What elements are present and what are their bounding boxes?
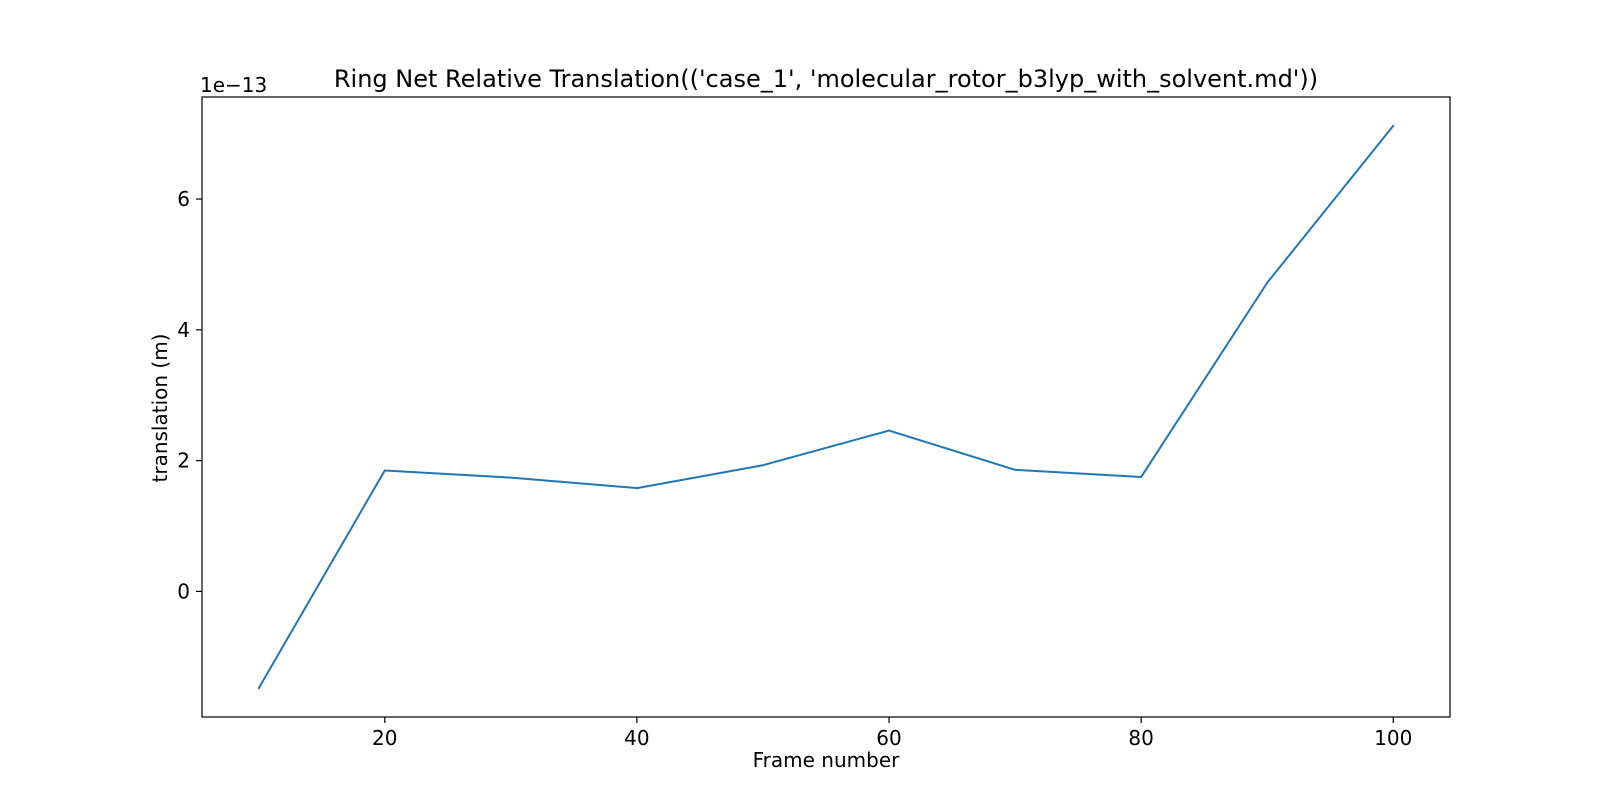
data-point: [1014, 468, 1017, 471]
x-tick-label: 20: [372, 726, 397, 750]
y-offset-text: 1e−13: [200, 73, 267, 97]
chart-title: Ring Net Relative Translation(('case_1',…: [334, 65, 1318, 93]
y-axis-ticks: 0 2 4 6: [177, 187, 202, 603]
x-tick-label: 100: [1374, 726, 1412, 750]
x-tick-label: 80: [1128, 726, 1153, 750]
data-point: [383, 469, 386, 472]
data-point: [635, 487, 638, 490]
x-tick-label: 40: [624, 726, 649, 750]
plot-frame: [201, 96, 1451, 718]
x-axis-ticks: 20 40 60 80 100: [372, 717, 1412, 750]
data-point: [1140, 475, 1143, 478]
y-axis-label: translation (m): [148, 334, 172, 483]
data-point: [1266, 281, 1269, 284]
y-tick-label: 2: [177, 449, 190, 473]
data-point: [509, 476, 512, 479]
data-point: [1392, 124, 1395, 127]
series-line: [257, 125, 1395, 689]
y-tick-label: 6: [177, 187, 190, 211]
data-point: [888, 429, 891, 432]
series-layer: [257, 124, 1395, 690]
x-tick-label: 60: [876, 726, 901, 750]
y-tick-label: 4: [177, 318, 190, 342]
data-point: [257, 687, 260, 690]
x-axis-label: Frame number: [753, 748, 901, 772]
y-tick-label: 0: [177, 579, 190, 603]
data-point: [761, 464, 764, 467]
